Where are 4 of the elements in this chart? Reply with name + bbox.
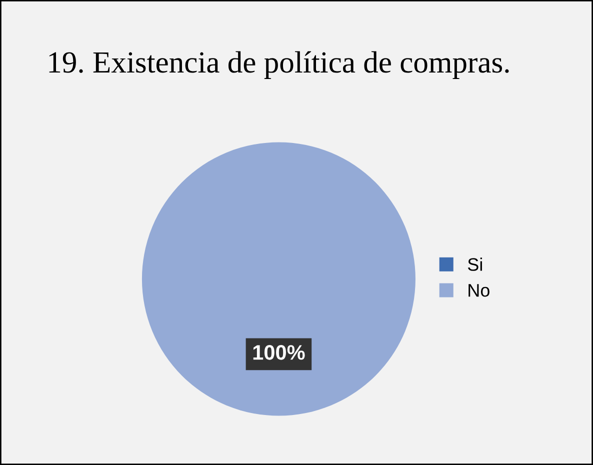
legend-label: Si: [468, 258, 482, 271]
chart-title: 19. Existencia de política de compras.: [49, 51, 509, 79]
data-label: 100%: [253, 345, 305, 360]
legend-label: No: [468, 284, 490, 297]
